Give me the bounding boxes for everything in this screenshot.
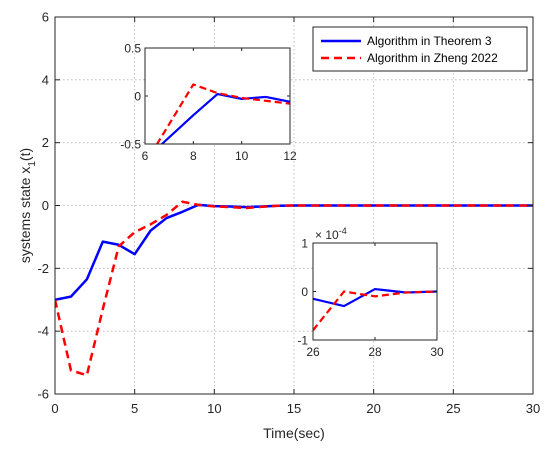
inset1-ytick-label-0: -0.5 xyxy=(120,138,141,152)
y-axis-label-main: systems state x xyxy=(17,167,33,263)
inset-plot-2: 26 28 30 -1 0 1 × 10-4 xyxy=(297,226,444,359)
y-axis-label-suffix: (t) xyxy=(17,148,33,161)
main-xtick-label-0: 0 xyxy=(51,401,58,416)
main-ytick-label-2: -2 xyxy=(37,261,49,276)
main-ytick-label-5: 4 xyxy=(42,72,49,87)
main-ytick-label-1: -4 xyxy=(37,324,49,339)
inset1-xtick-label-0: 6 xyxy=(142,149,149,163)
inset2-ytick-label-2: 1 xyxy=(301,237,308,251)
inset1-ytick-label-2: 0.5 xyxy=(124,42,141,56)
inset-2-multiplier: × 10-4 xyxy=(315,226,347,242)
main-xtick-label-2: 10 xyxy=(207,401,221,416)
inset2-xtick-label-2: 30 xyxy=(430,345,444,359)
inset2-xtick-label-0: 26 xyxy=(306,345,320,359)
inset1-xtick-label-3: 12 xyxy=(283,149,297,163)
inset-2-multiplier-base: × 10 xyxy=(315,228,339,242)
legend-box xyxy=(312,26,528,72)
inset1-plot-area xyxy=(145,48,290,144)
inset1-ytick-label-1: 0 xyxy=(134,90,141,104)
main-xtick-label-3: 15 xyxy=(287,401,301,416)
inset2-ytick-label-0: -1 xyxy=(297,334,308,348)
x-axis-label: Time(sec) xyxy=(263,425,325,441)
main-xtick-label-6: 30 xyxy=(526,401,540,416)
main-series-line-1 xyxy=(55,200,533,377)
main-ytick-label-0: -6 xyxy=(37,387,49,402)
main-xtick-label-1: 5 xyxy=(131,401,138,416)
main-series-group xyxy=(55,200,533,377)
main-ytick-label-4: 2 xyxy=(42,135,49,150)
legend: Algorithm in Theorem 3 Algorithm in Zheng… xyxy=(312,26,528,72)
y-axis-label-sub: 1 xyxy=(27,161,38,167)
inset-2-multiplier-exp: -4 xyxy=(339,226,347,236)
inset-plot-1: 6 8 10 12 -0.5 0 0.5 xyxy=(120,42,297,164)
main-xtick-label-4: 20 xyxy=(366,401,380,416)
legend-entry-1: Algorithm in Zheng 2022 xyxy=(367,51,498,65)
y-axis-label: systems state x1(t) xyxy=(17,148,38,263)
inset2-series-group xyxy=(313,287,437,331)
inset1-xtick-label-1: 8 xyxy=(190,149,197,163)
inset1-series-line-1 xyxy=(155,83,290,144)
legend-entry-0: Algorithm in Theorem 3 xyxy=(367,34,492,48)
main-ytick-label-3: 0 xyxy=(42,198,49,213)
main-xtick-label-5: 25 xyxy=(446,401,460,416)
inset1-xtick-label-2: 10 xyxy=(235,149,249,163)
inset1-series-line-0 xyxy=(160,92,290,144)
inset2-ytick-label-1: 0 xyxy=(301,285,308,299)
inset2-series-line-1 xyxy=(313,290,437,331)
main-ytick-label-6: 6 xyxy=(42,10,49,25)
inset2-xtick-label-1: 28 xyxy=(368,345,382,359)
inset1-series-group xyxy=(155,83,290,144)
